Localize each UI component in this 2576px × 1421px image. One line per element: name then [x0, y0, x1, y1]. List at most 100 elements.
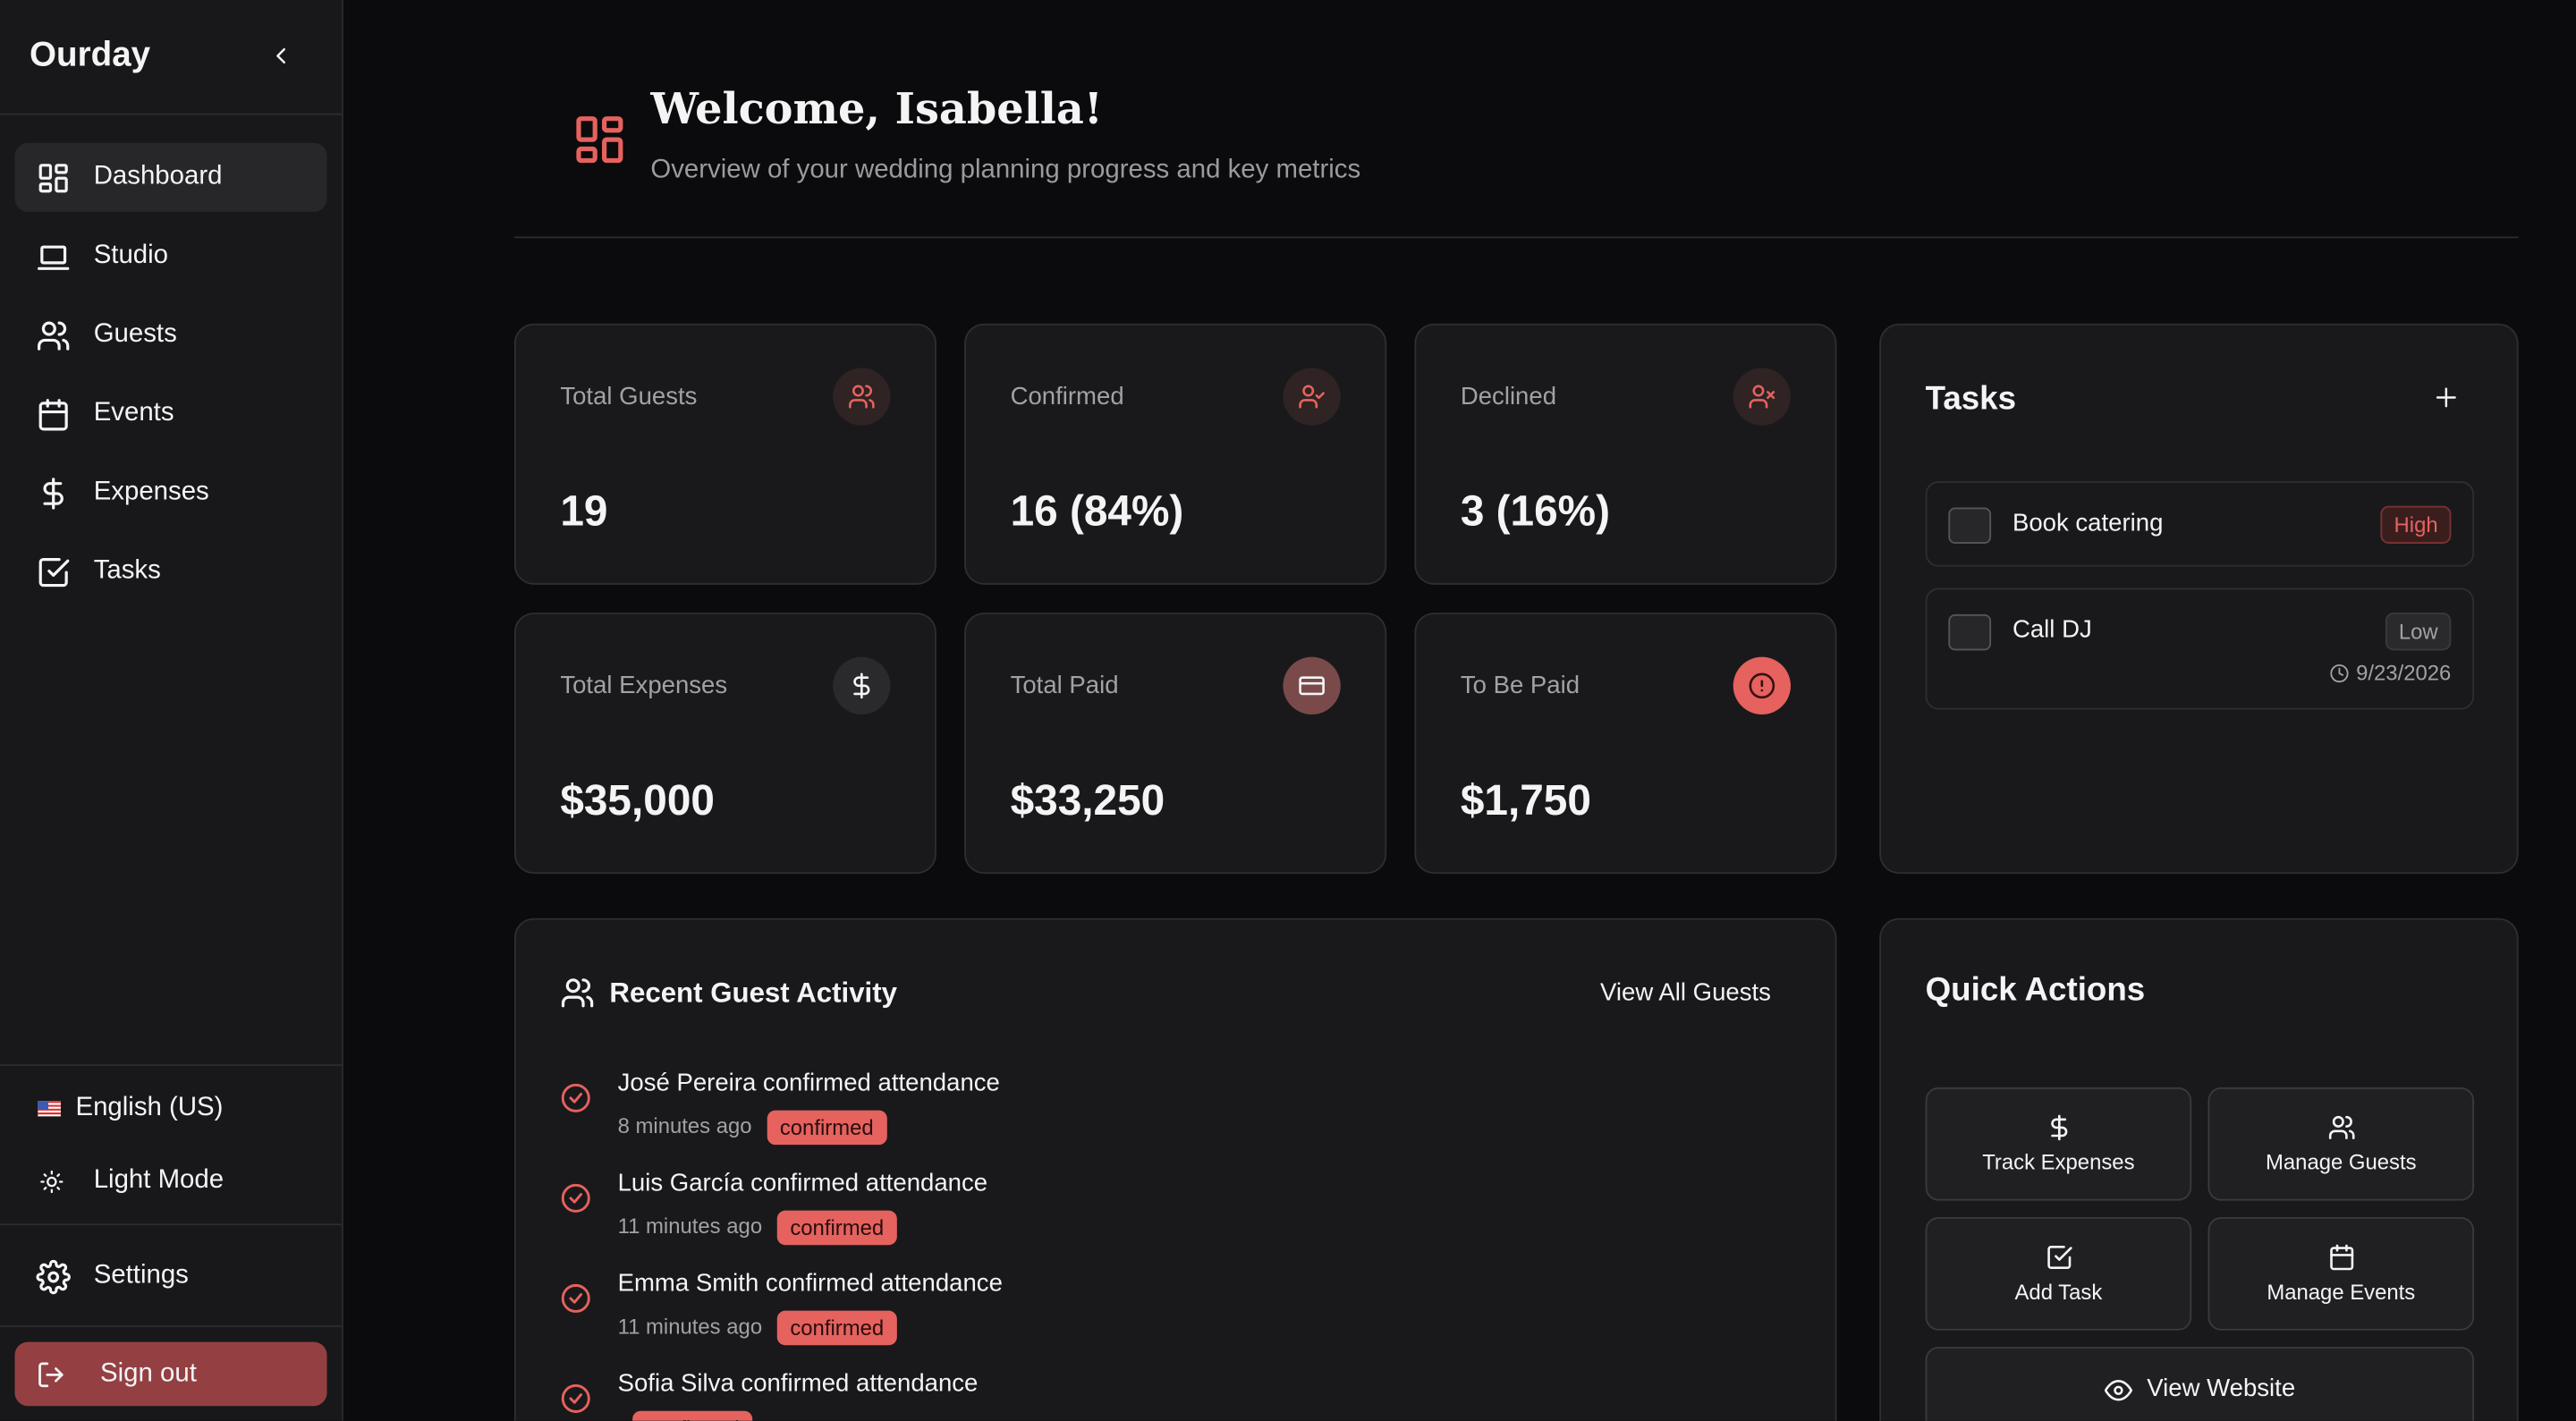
check-icon	[561, 1083, 590, 1112]
page-title: Welcome, Isabella!	[650, 85, 1103, 135]
activity-meta: 11 minutes ago confirmed	[618, 1310, 897, 1346]
stat-label: Declined	[1460, 382, 1557, 411]
stat-icon	[1733, 656, 1792, 715]
activity-icon	[561, 978, 594, 1008]
activity-card: Recent Guest Activity View All Guests Jo…	[513, 918, 1837, 1421]
stat-card: Confirmed 16 (84%)	[964, 323, 1387, 585]
check-icon	[561, 1383, 590, 1413]
sign-out-button[interactable]: Sign out	[14, 1341, 327, 1407]
action-label: Add Task	[2014, 1279, 2103, 1305]
task-name: Book catering	[2012, 509, 2164, 537]
nav-item[interactable]: Expenses	[15, 458, 327, 527]
tasks-card: Tasks Book catering High Call DJ Low 9/2…	[1879, 323, 2519, 875]
stat-card: Total Expenses $35,000	[513, 613, 936, 875]
quick-action[interactable]: Manage Events	[2207, 1216, 2475, 1331]
check-icon	[561, 1183, 590, 1213]
language-label: English (US)	[75, 1094, 224, 1122]
quick-actions-card: Quick Actions Track Expenses Manage Gues…	[1879, 918, 2519, 1421]
view-all-link[interactable]: View All Guests	[1600, 978, 1771, 1007]
stat-icon	[1283, 368, 1341, 426]
activity-text: Emma Smith confirmed attendance	[617, 1269, 1003, 1298]
collapse-button[interactable]	[267, 43, 293, 69]
sidebar: Ourday Dashboard Studio Guests Events Ex…	[0, 0, 343, 1421]
activity-meta: 8 minutes ago confirmed	[617, 1110, 887, 1146]
divider	[0, 1223, 343, 1226]
quick-action[interactable]: Manage Guests	[2207, 1087, 2475, 1201]
divider	[0, 1325, 343, 1328]
stat-value: 19	[560, 486, 608, 536]
check-icon	[561, 1283, 590, 1313]
nav-label: Dashboard	[93, 162, 223, 191]
divider	[0, 113, 343, 115]
brand: Ourday	[30, 36, 151, 74]
nav-item[interactable]: Guests	[15, 300, 327, 369]
nav-label: Studio	[93, 241, 169, 270]
action-label: Manage Guests	[2266, 1149, 2417, 1175]
nav-item[interactable]: Tasks	[15, 537, 327, 606]
sign-out-label: Sign out	[100, 1358, 197, 1388]
language-select[interactable]: English (US)	[15, 1074, 327, 1143]
action-label: Manage Events	[2267, 1279, 2416, 1305]
card-title: Recent Guest Activity	[609, 977, 898, 1009]
nav-label: Expenses	[93, 478, 209, 506]
task-date: 9/23/2026	[2330, 660, 2452, 685]
divider	[0, 1064, 343, 1067]
stat-value: $35,000	[560, 774, 715, 825]
divider	[513, 236, 2519, 239]
stat-label: Total Paid	[1010, 672, 1119, 700]
card-title: Quick Actions	[1925, 972, 2146, 1009]
task-item: Call DJ Low 9/23/2026	[1925, 588, 2475, 710]
stat-card: To Be Paid $1,750	[1414, 613, 1837, 875]
stat-icon	[1733, 368, 1792, 426]
activity-time: 8 minutes ago	[617, 1113, 752, 1138]
nav-label: Events	[93, 399, 174, 427]
settings-label: Settings	[93, 1261, 189, 1290]
action-label: Track Expenses	[1982, 1149, 2135, 1175]
quick-action[interactable]: Add Task	[1925, 1216, 2192, 1331]
stat-card: Total Guests 19	[513, 323, 936, 585]
stat-card: Total Paid $33,250	[964, 613, 1387, 875]
activity-time: 11 minutes ago	[617, 1214, 763, 1239]
card-title: Tasks	[1925, 381, 2017, 418]
activity-item: Luis García confirmed attendance 11 minut…	[560, 1170, 1546, 1262]
stat-value: 16 (84%)	[1010, 486, 1184, 536]
stat-label: Confirmed	[1010, 382, 1124, 411]
status-badge: confirmed	[767, 1110, 887, 1146]
view-website-button[interactable]: View Website	[1925, 1347, 2475, 1421]
activity-item: José Pereira confirmed attendance 8 minut…	[560, 1070, 1546, 1162]
stat-label: Total Expenses	[560, 672, 728, 700]
theme-toggle[interactable]: Light Mode	[15, 1146, 327, 1215]
stat-icon	[1283, 656, 1341, 715]
theme-label: Light Mode	[93, 1166, 225, 1195]
task-checkbox[interactable]	[1948, 507, 1992, 544]
task-item: Book catering High	[1925, 481, 2475, 567]
settings-link[interactable]: Settings	[15, 1242, 327, 1311]
add-task-button[interactable]	[2433, 385, 2459, 410]
header-icon	[576, 116, 623, 164]
stat-label: To Be Paid	[1460, 672, 1580, 700]
activity-item: Emma Smith confirmed attendance 11 minute…	[560, 1270, 1546, 1362]
stat-value: $1,750	[1460, 774, 1591, 825]
task-checkbox[interactable]	[1948, 613, 1992, 651]
nav-item[interactable]: Studio	[15, 222, 327, 291]
quick-action[interactable]: Track Expenses	[1925, 1087, 2192, 1201]
status-badge: confirmed	[632, 1410, 753, 1421]
stat-icon	[833, 368, 891, 426]
date-text: 9/23/2026	[2356, 660, 2452, 685]
stat-label: Total Guests	[560, 382, 698, 411]
stat-value: 3 (16%)	[1460, 486, 1611, 536]
nav-label: Tasks	[93, 556, 161, 585]
status-badge: confirmed	[776, 1310, 897, 1346]
nav-item[interactable]: Dashboard	[14, 142, 327, 212]
priority-badge: High	[2380, 505, 2452, 544]
nav-label: Guests	[93, 320, 177, 349]
nav-item[interactable]: Events	[15, 379, 327, 448]
activity-text: José Pereira confirmed attendance	[617, 1069, 1000, 1097]
activity-item: Sofia Silva confirmed attendance confirme…	[560, 1370, 1546, 1421]
action-label: View Website	[2147, 1374, 2296, 1403]
task-name: Call DJ	[2012, 615, 2092, 644]
activity-meta: confirmed	[618, 1410, 753, 1421]
stat-icon	[833, 656, 891, 715]
status-badge: confirmed	[776, 1210, 897, 1246]
